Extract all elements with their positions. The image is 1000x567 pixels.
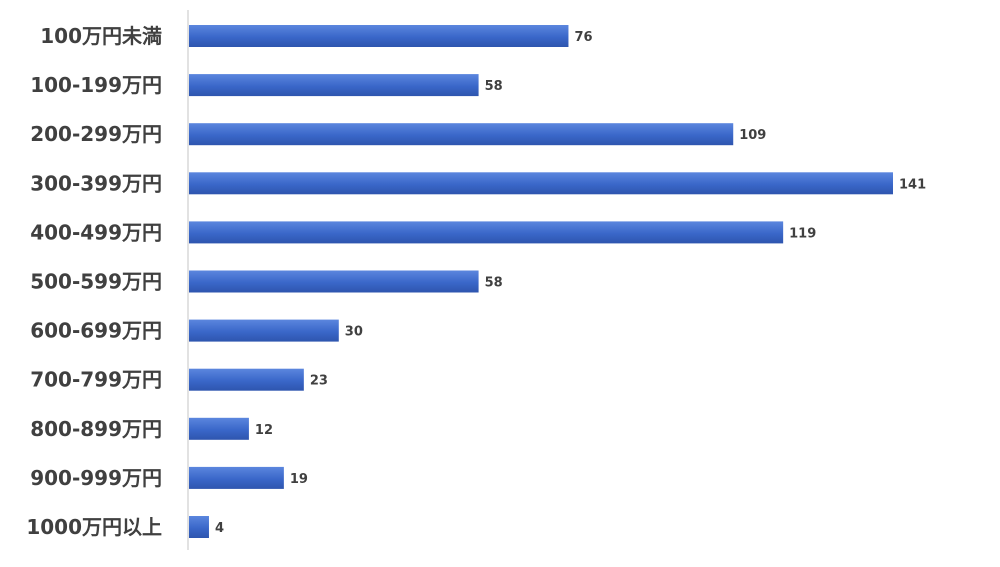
data-label: 4 <box>215 521 224 536</box>
category-label: 700-799万円 <box>30 368 162 392</box>
data-label: 58 <box>485 276 503 291</box>
data-label: 109 <box>739 128 766 143</box>
category-label: 500-599万円 <box>30 270 162 294</box>
bar <box>189 172 893 195</box>
bar <box>189 25 569 47</box>
category-label: 300-399万円 <box>30 171 162 195</box>
data-label: 30 <box>345 325 363 340</box>
data-label: 12 <box>255 423 273 438</box>
bars-group: 100万円未満 76 100-199万円 58 200-299万円 109 300-399万… <box>26 24 926 539</box>
category-label: 100万円未満 <box>40 24 162 48</box>
category-label: 600-699万円 <box>30 319 162 343</box>
bar <box>189 417 249 440</box>
bar <box>189 319 339 342</box>
data-label: 76 <box>574 30 592 45</box>
bar <box>189 270 479 293</box>
bar <box>189 466 284 489</box>
data-label: 19 <box>290 472 308 487</box>
category-label: 800-899万円 <box>30 417 162 441</box>
bar <box>189 516 209 538</box>
category-label: 900-999万円 <box>30 466 162 490</box>
data-label: 58 <box>485 79 503 94</box>
bar <box>189 368 304 391</box>
bar <box>189 74 479 97</box>
category-label: 400-499万円 <box>30 220 162 244</box>
data-label: 119 <box>789 226 816 241</box>
data-label: 141 <box>899 177 926 192</box>
data-label: 23 <box>310 374 328 389</box>
category-label: 1000万円以上 <box>26 515 162 539</box>
bar <box>189 221 784 244</box>
category-label: 200-299万円 <box>30 122 162 146</box>
bar <box>189 123 734 146</box>
category-label: 100-199万円 <box>30 73 162 97</box>
